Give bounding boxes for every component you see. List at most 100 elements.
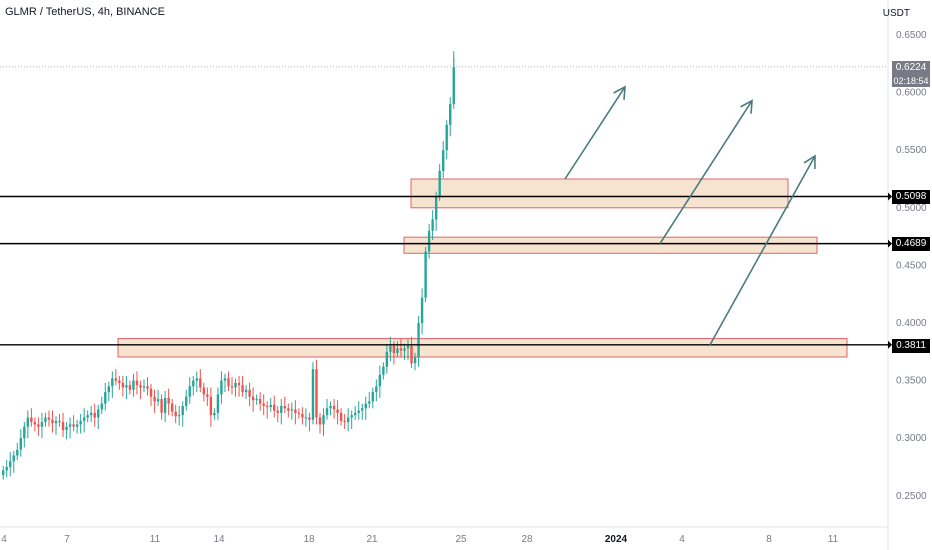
- candle-body: [251, 396, 255, 401]
- supply-demand-zone: [403, 236, 818, 254]
- y-tick-label: 0.4000: [896, 318, 927, 329]
- candle-body: [375, 386, 378, 393]
- candle-body: [389, 346, 392, 352]
- y-tick-label: 0.5000: [896, 203, 927, 214]
- x-tick-label: 11: [150, 534, 161, 545]
- y-tick-label: 0.5500: [896, 145, 927, 156]
- candle-body: [227, 378, 230, 387]
- candle-body: [255, 399, 258, 401]
- candle-body: [75, 424, 79, 427]
- x-tick-label: 18: [303, 534, 315, 545]
- candle-body: [449, 104, 452, 125]
- candle-body: [23, 426, 26, 439]
- candle-body: [82, 417, 86, 421]
- level-label-3: 0.3811: [892, 339, 930, 353]
- candle-body: [396, 348, 399, 353]
- candle-body: [431, 219, 434, 231]
- candle-body: [160, 399, 163, 413]
- currency-unit[interactable]: USDT: [882, 8, 910, 19]
- candle-body: [318, 417, 322, 425]
- candle-body: [185, 396, 188, 406]
- candle-body: [294, 409, 297, 413]
- candle-body: [266, 405, 269, 408]
- candle-body: [445, 124, 448, 151]
- candle-body: [90, 412, 93, 416]
- candle-body: [33, 422, 37, 425]
- supply-demand-zone: [117, 338, 848, 358]
- candle-body: [336, 409, 339, 413]
- candle-body: [121, 382, 125, 388]
- candle-body: [262, 403, 265, 406]
- y-tick-label: 0.6500: [896, 30, 927, 41]
- candle-body: [220, 380, 223, 395]
- x-tick-label: 21: [366, 534, 378, 545]
- candle-body: [364, 403, 367, 409]
- candle-body: [223, 378, 227, 381]
- candle-body: [357, 410, 360, 413]
- candle-body: [149, 388, 153, 397]
- candle-body: [258, 399, 262, 404]
- candle-body: [343, 420, 346, 423]
- candle-body: [61, 422, 65, 431]
- x-tick-label: 25: [455, 534, 467, 545]
- arrow-head: [613, 85, 626, 100]
- candle-body: [273, 404, 276, 411]
- candle-body: [93, 412, 96, 418]
- x-tick-label: 11: [828, 534, 839, 545]
- candle-body: [202, 387, 206, 395]
- x-tick-label: 8: [766, 534, 772, 545]
- candle-body: [26, 417, 30, 427]
- candle-body: [234, 382, 237, 388]
- arrow-head: [740, 99, 753, 114]
- candle-body: [107, 386, 110, 393]
- last-price-label: 0.6224: [892, 61, 930, 75]
- arrow-head: [803, 154, 816, 169]
- candle-body: [111, 378, 114, 387]
- candle-body: [325, 408, 329, 416]
- candle-body: [417, 323, 420, 358]
- candle-body: [156, 399, 160, 402]
- x-tick-label: 7: [64, 534, 70, 545]
- y-tick-label: 0.3500: [896, 376, 927, 387]
- candle-body: [19, 438, 22, 450]
- y-tick-label: 0.2500: [896, 491, 927, 502]
- candle-body: [206, 394, 209, 397]
- candle-body: [361, 408, 364, 411]
- x-tick-label: 4: [1, 534, 7, 545]
- candle-body: [287, 408, 290, 411]
- candle-body: [452, 67, 455, 105]
- candle-body: [290, 409, 294, 411]
- candle-body: [216, 394, 220, 413]
- candle-body: [72, 424, 75, 427]
- x-tick-label: 28: [521, 534, 533, 545]
- candle-body: [178, 415, 181, 417]
- candle-body: [118, 380, 121, 383]
- candle-body: [51, 419, 54, 424]
- candle-body: [163, 397, 167, 413]
- candle-body: [237, 382, 241, 386]
- candle-body: [230, 386, 234, 388]
- candle-body: [368, 401, 371, 404]
- projection-arrow: [659, 100, 753, 244]
- candle-body: [79, 420, 82, 425]
- candle-body: [382, 366, 385, 375]
- candle-body: [125, 385, 128, 388]
- candle-body: [297, 412, 301, 415]
- candle-body: [378, 374, 382, 387]
- candle-body: [9, 461, 12, 467]
- candle-body: [332, 405, 336, 410]
- candle-body: [54, 420, 58, 424]
- candle-body: [276, 410, 279, 413]
- candle-body: [322, 415, 325, 425]
- candle-body: [213, 412, 216, 416]
- candle-body: [132, 380, 135, 390]
- candle-body: [114, 378, 118, 381]
- candle-body: [128, 385, 132, 390]
- candle-body: [304, 417, 308, 419]
- candle-body: [241, 385, 244, 393]
- y-tick-label: 0.6000: [896, 88, 927, 99]
- supply-demand-zone: [410, 178, 789, 209]
- candle-body: [146, 386, 149, 389]
- candle-body: [139, 385, 142, 388]
